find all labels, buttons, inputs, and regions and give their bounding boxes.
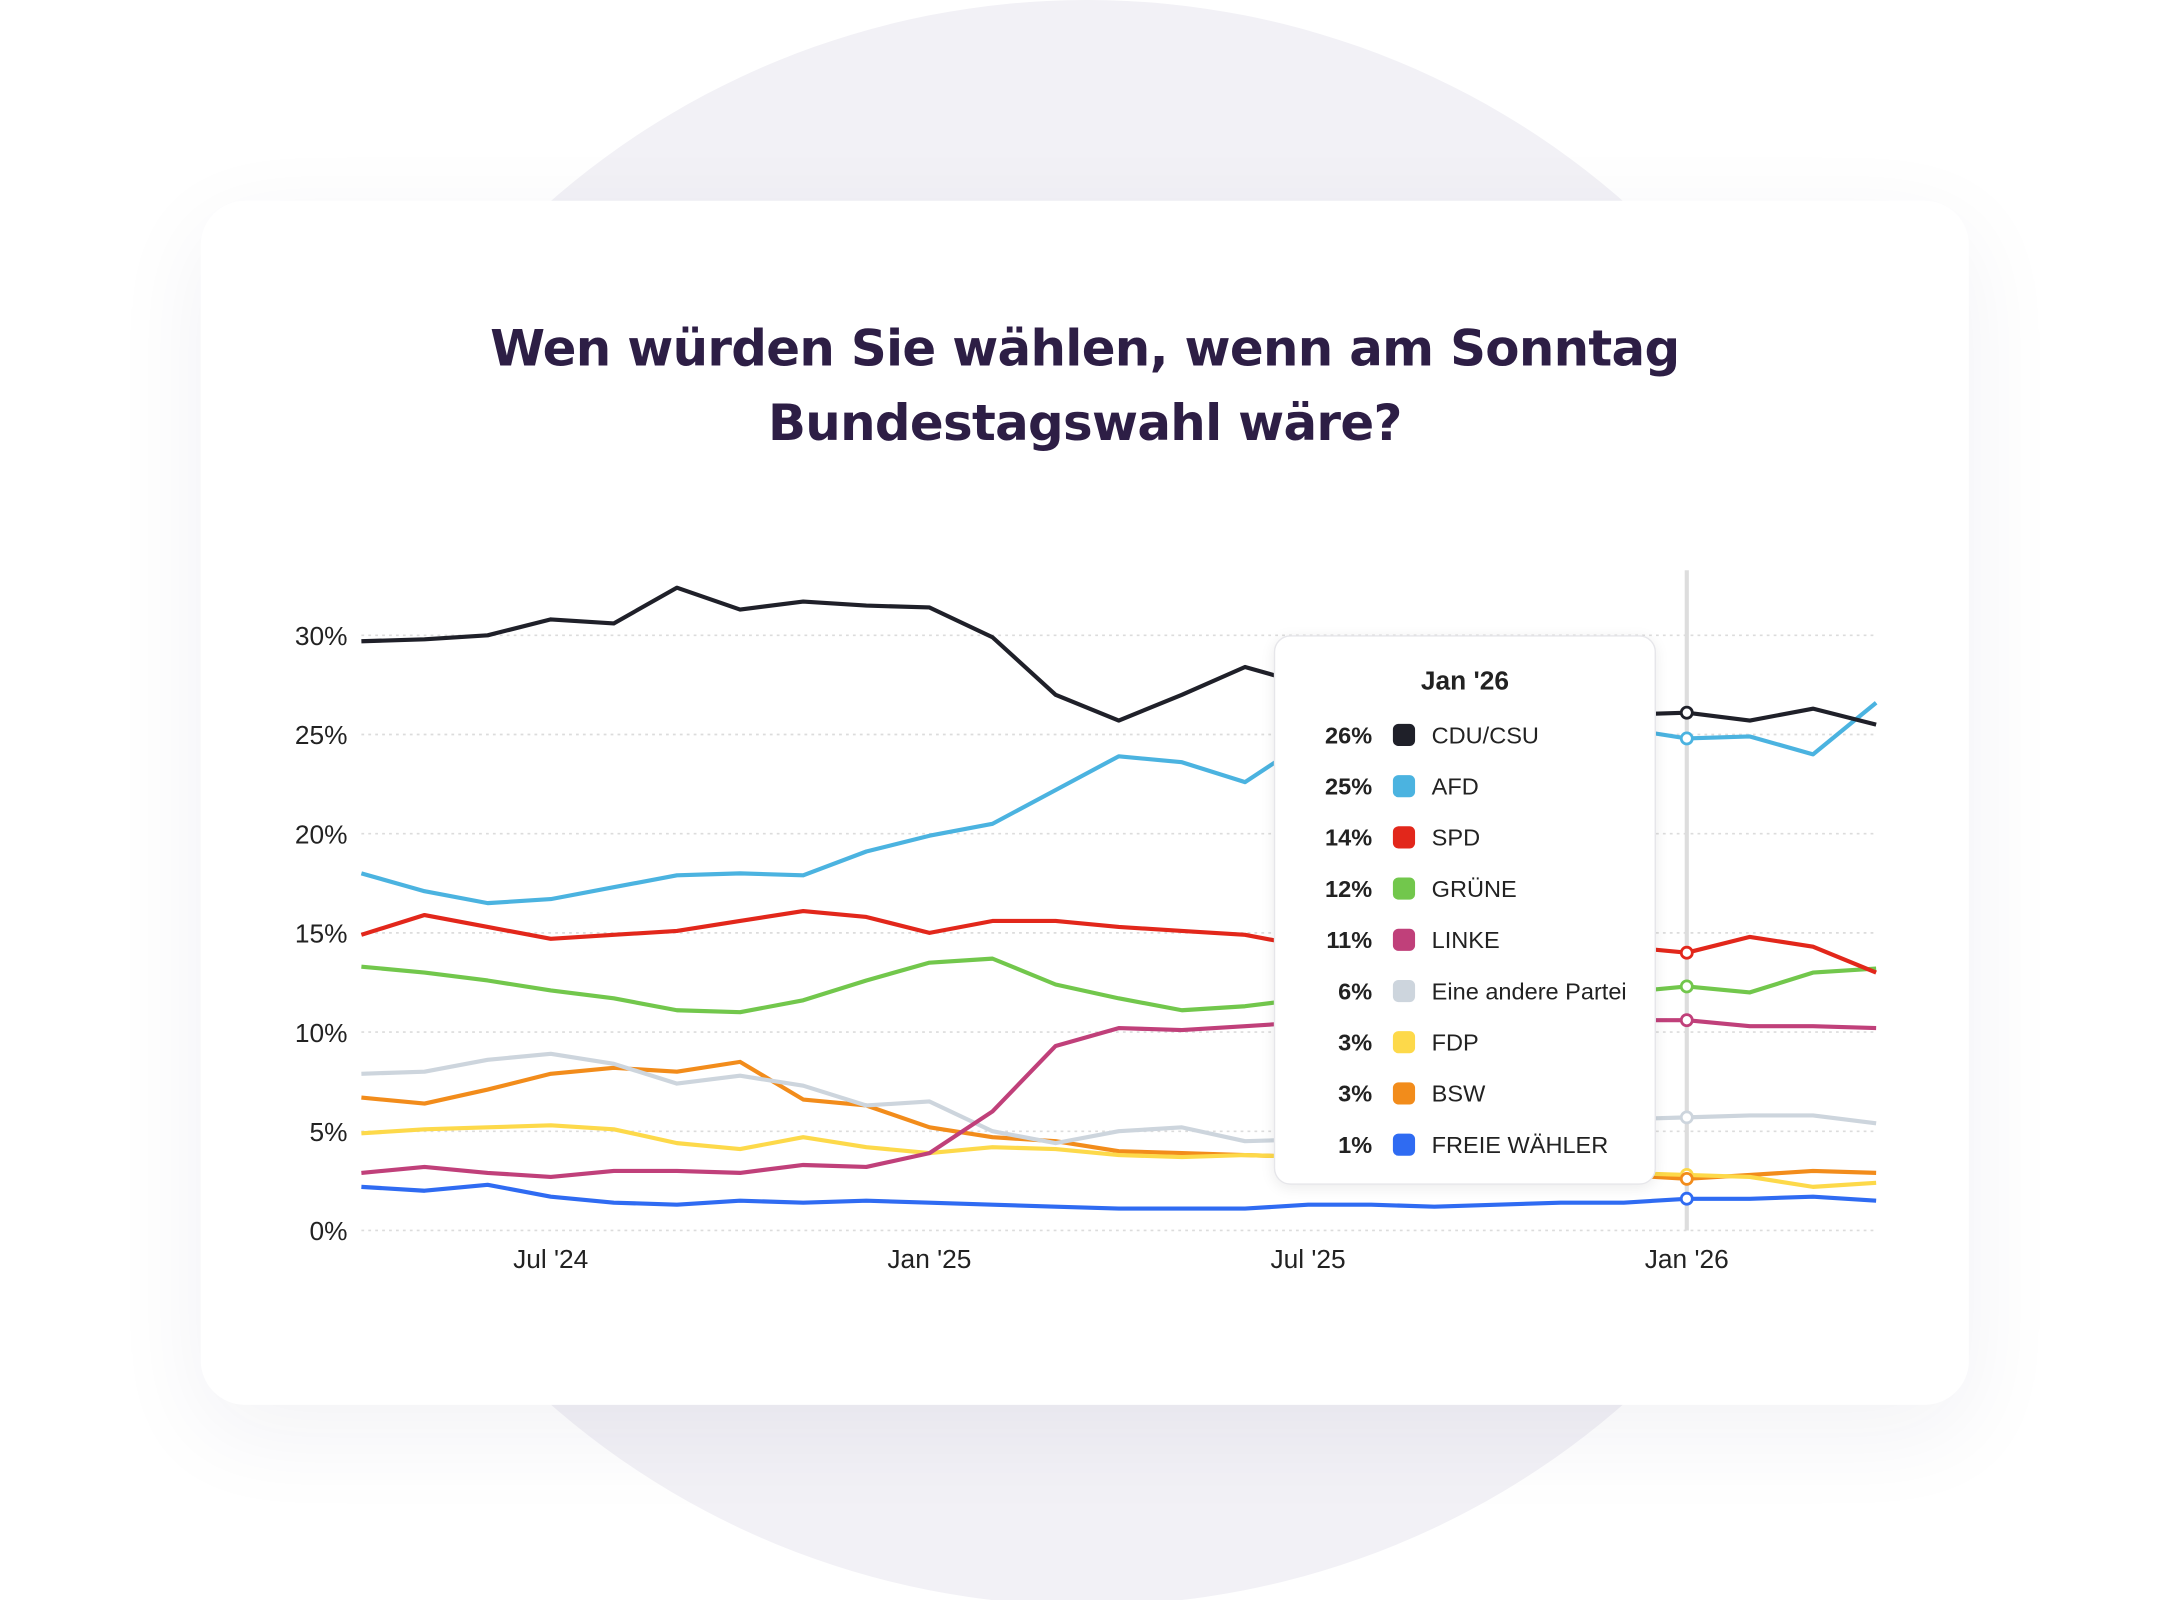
tooltip-row: 25% AFD bbox=[1275, 771, 1654, 804]
tooltip-value: 14% bbox=[1325, 824, 1373, 852]
tooltip-value: 25% bbox=[1325, 773, 1373, 801]
data-point-marker bbox=[1679, 1013, 1694, 1028]
tooltip-row: 26% CDU/CSU bbox=[1275, 720, 1654, 753]
tooltip-row: 3% FDP bbox=[1275, 1027, 1654, 1060]
x-tick-label: Jan '25 bbox=[887, 1244, 971, 1274]
legend-swatch-icon bbox=[1392, 877, 1416, 900]
legend-swatch-icon bbox=[1392, 1133, 1416, 1156]
data-point-marker bbox=[1679, 705, 1694, 720]
chart-card bbox=[200, 200, 1969, 1405]
chart-title-line-1: Wen würden Sie wählen, wenn am Sonntag bbox=[490, 321, 1680, 378]
tooltip-row: 3% BSW bbox=[1275, 1078, 1654, 1111]
y-tick-label: 0% bbox=[310, 1216, 348, 1246]
x-tick-label: Jul '24 bbox=[513, 1244, 588, 1274]
y-tick-label: 10% bbox=[295, 1018, 348, 1048]
data-point-marker bbox=[1679, 1110, 1694, 1125]
tooltip-label: CDU/CSU bbox=[1431, 722, 1539, 749]
tooltip-value: 26% bbox=[1325, 722, 1373, 749]
tooltip-label: Eine andere Partei bbox=[1431, 978, 1627, 1005]
tooltip-value: 3% bbox=[1338, 1080, 1373, 1108]
data-point-marker bbox=[1679, 1171, 1694, 1186]
data-point-marker bbox=[1679, 945, 1694, 960]
legend-swatch-icon bbox=[1392, 723, 1416, 747]
legend-swatch-icon bbox=[1392, 979, 1416, 1003]
data-point-marker bbox=[1679, 731, 1694, 746]
tooltip-value: 3% bbox=[1338, 1029, 1373, 1057]
chart-title: Wen würden Sie wählen, wenn am Sonntag B… bbox=[201, 313, 1969, 462]
legend-swatch-icon bbox=[1392, 1082, 1416, 1105]
tooltip-label: GRÜNE bbox=[1431, 876, 1517, 903]
y-tick-label: 5% bbox=[310, 1117, 348, 1147]
legend-swatch-icon bbox=[1392, 1031, 1416, 1054]
chart-title-line-2: Bundestagswahl wäre? bbox=[767, 395, 1402, 453]
tooltip-label: SPD bbox=[1431, 824, 1481, 852]
y-tick-label: 15% bbox=[295, 919, 348, 949]
tooltip-label: FREIE WÄHLER bbox=[1431, 1132, 1609, 1159]
series-line-freie-w-hler bbox=[361, 1182, 1877, 1211]
tooltip-value: 12% bbox=[1325, 876, 1373, 903]
tooltip-value: 11% bbox=[1326, 927, 1373, 954]
tooltip-label: FDP bbox=[1431, 1029, 1479, 1057]
tooltip-label: AFD bbox=[1431, 773, 1479, 801]
tooltip-value: 1% bbox=[1338, 1132, 1373, 1159]
tooltip-value: 6% bbox=[1338, 978, 1373, 1005]
tooltip-row: 12% GRÜNE bbox=[1275, 873, 1654, 906]
legend-swatch-icon bbox=[1392, 826, 1416, 849]
data-point-marker bbox=[1679, 1191, 1694, 1206]
y-tick-label: 25% bbox=[295, 720, 348, 750]
chart-tooltip: Jan '26 26% CDU/CSU 25% AFD 14% SPD 12% GRÜNE 11… bbox=[1273, 635, 1656, 1185]
y-tick-label: 20% bbox=[295, 819, 348, 849]
tooltip-row: 1% FREIE WÄHLER bbox=[1275, 1129, 1654, 1162]
tooltip-label: LINKE bbox=[1431, 927, 1500, 954]
legend-swatch-icon bbox=[1392, 928, 1416, 951]
y-tick-label: 30% bbox=[295, 621, 348, 651]
tooltip-row: 14% SPD bbox=[1275, 822, 1654, 855]
tooltip-title: Jan '26 bbox=[1420, 667, 1509, 697]
data-point-marker bbox=[1679, 979, 1694, 994]
tooltip-label: BSW bbox=[1431, 1080, 1486, 1108]
x-tick-label: Jan '26 bbox=[1645, 1244, 1729, 1274]
tooltip-row: 6% Eine andere Partei bbox=[1275, 976, 1654, 1009]
x-tick-label: Jul '25 bbox=[1270, 1244, 1345, 1274]
legend-swatch-icon bbox=[1392, 775, 1416, 798]
tooltip-row: 11% LINKE bbox=[1275, 925, 1654, 958]
